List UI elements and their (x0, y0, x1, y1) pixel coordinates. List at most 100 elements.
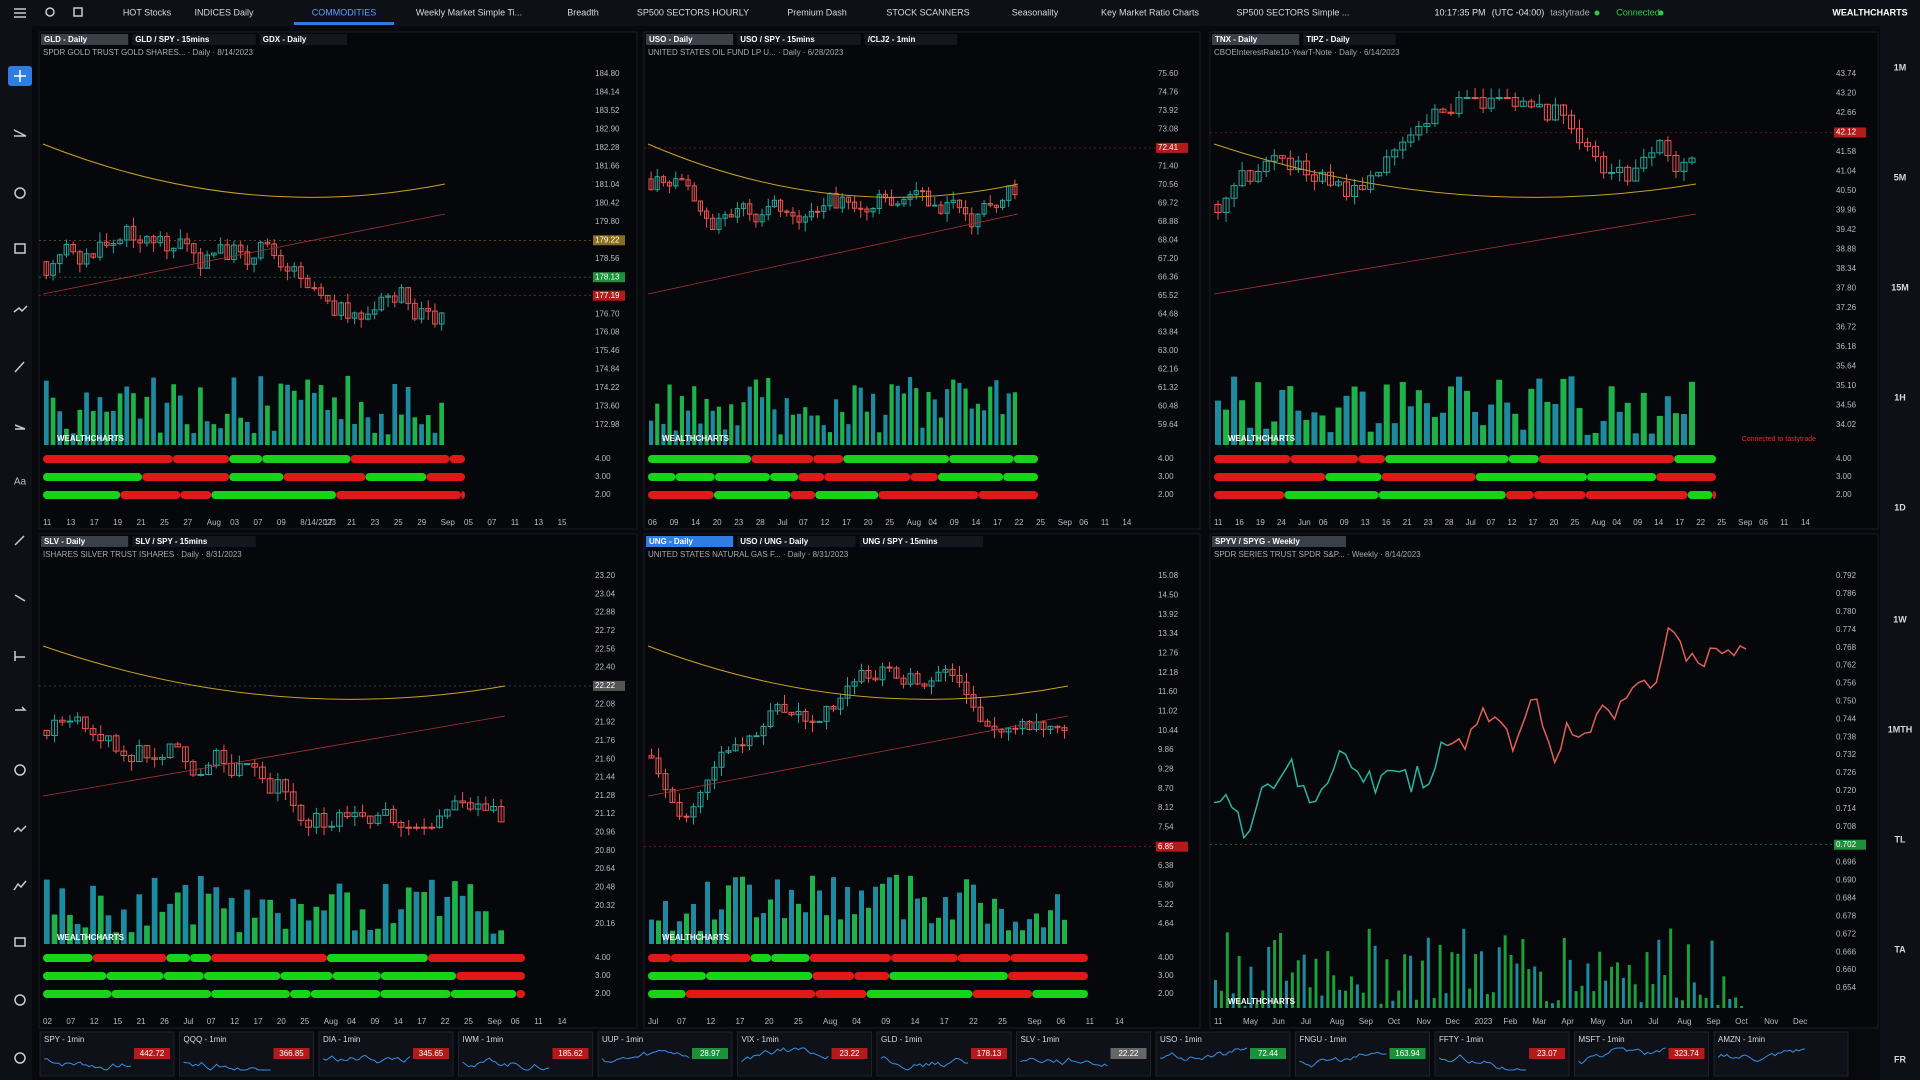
tab[interactable]: Weekly Market Simple Ti... (416, 7, 522, 17)
date-label: 17 (1528, 518, 1537, 527)
timeframe-button[interactable]: TL (1895, 834, 1906, 844)
indicator-segment (289, 990, 311, 998)
chart-tab[interactable]: SLV / SPY - 15mins (135, 537, 208, 546)
candle-body (747, 203, 753, 215)
volume-bar (328, 894, 335, 944)
target-icon[interactable] (14, 994, 26, 1006)
timeframe-button[interactable]: 1MTH (1888, 724, 1913, 734)
volume-bar (321, 910, 327, 944)
chart-tab[interactable]: TIPZ - Daily (1306, 35, 1350, 44)
chart-tab[interactable]: UNG - Daily (649, 537, 694, 546)
tab[interactable]: STOCK SCANNERS (886, 7, 969, 17)
watchlist-card[interactable] (1713, 1031, 1849, 1077)
chart-tab-bg[interactable] (737, 34, 861, 45)
calendar-icon[interactable] (14, 243, 26, 254)
date-label: 02 (43, 1017, 52, 1026)
chart-tab[interactable]: /CLJ2 - 1min (868, 35, 916, 44)
chart-tab[interactable]: UNG / SPY - 15mins (863, 537, 939, 546)
timeframe-button[interactable]: 1H (1894, 392, 1906, 402)
chart-tab-bg[interactable] (259, 34, 347, 45)
tab[interactable]: Key Market Ratio Charts (1101, 7, 1200, 17)
line-icon[interactable] (14, 361, 25, 373)
price-label: 69.72 (1158, 198, 1179, 207)
date-label: 2023 (1475, 1017, 1493, 1026)
timeframe-button[interactable]: 15M (1891, 282, 1909, 292)
date-label: Mar (1532, 1017, 1546, 1026)
moving-average (647, 213, 1019, 295)
candle-body (676, 801, 683, 817)
chart-tab-bg[interactable] (1303, 34, 1396, 45)
chart-tab-bg[interactable] (737, 536, 856, 547)
candle-body (781, 703, 788, 713)
ruler-icon[interactable] (14, 594, 26, 602)
chart-tab-bg[interactable] (859, 536, 984, 547)
chart-tab[interactable]: USO / UNG - Daily (740, 537, 809, 546)
volume-bar (1692, 982, 1696, 1008)
chart-tab-bg[interactable] (41, 536, 129, 547)
tab[interactable]: Premium Dash (787, 7, 847, 17)
chart-tab[interactable]: USO / SPY - 15mins (740, 35, 815, 44)
tab[interactable]: Breadth (567, 7, 599, 17)
timeframe-button[interactable]: TA (1894, 944, 1906, 954)
date-label: 13 (1361, 518, 1370, 527)
timeframe-button[interactable]: 1D (1894, 502, 1906, 512)
candle-body (830, 705, 837, 710)
settings-icon[interactable] (14, 1052, 26, 1064)
search-icon[interactable] (45, 7, 55, 17)
volume-bar (992, 898, 997, 944)
sparkline (462, 1057, 550, 1071)
tab[interactable]: HOT Stocks (123, 7, 172, 17)
text-tool[interactable]: Aa (14, 477, 27, 488)
chart-tab[interactable]: SPYV / SPYG - Weekly (1215, 537, 1300, 546)
date-label: Aug (1591, 518, 1605, 527)
layout-icon[interactable] (73, 7, 83, 17)
volume-bar (1656, 415, 1663, 445)
tab[interactable]: INDICES Daily (194, 7, 254, 17)
trend-icon[interactable] (13, 305, 28, 313)
date-label: 06 (1079, 518, 1088, 527)
chart-tab[interactable]: TNX - Daily (1215, 35, 1258, 44)
timeframe-button[interactable]: 5M (1894, 172, 1907, 182)
indicator-icon[interactable] (13, 825, 27, 833)
chart-tab-bg[interactable] (646, 536, 734, 547)
tool-icon[interactable] (13, 129, 27, 137)
volume-bar (117, 393, 123, 445)
chart-tab-bg[interactable] (646, 34, 734, 45)
timeframe-button[interactable]: 1W (1893, 614, 1907, 624)
chart-tab[interactable]: GLD / SPY - 15mins (135, 35, 210, 44)
menu-icon[interactable] (14, 8, 26, 18)
price-marker (1156, 142, 1188, 153)
strategy-icon[interactable] (13, 880, 27, 891)
chart-tab-bg[interactable] (41, 34, 129, 45)
candle-body (137, 239, 144, 244)
price-marker (1834, 839, 1866, 850)
timeframe-button[interactable]: FR (1894, 1054, 1906, 1064)
chart-tab-bg[interactable] (132, 536, 256, 547)
timeframe-button[interactable]: 1M (1894, 62, 1907, 72)
chart-tab[interactable]: USO - Daily (649, 35, 693, 44)
chart-tab[interactable]: GDX - Daily (263, 35, 307, 44)
tab[interactable]: SP500 SECTORS HOURLY (637, 7, 749, 17)
indicator-segment (1385, 455, 1509, 463)
chart-tab-bg[interactable] (864, 34, 958, 45)
chart-tab[interactable]: GLD - Daily (44, 35, 88, 44)
candle-body (1527, 100, 1535, 108)
copy-icon[interactable] (14, 937, 26, 947)
tab[interactable]: SP500 SECTORS Simple ... (1237, 7, 1350, 17)
candle-body (970, 694, 977, 708)
chart-tab-bg[interactable] (132, 34, 256, 45)
candle-body (870, 207, 876, 213)
candle-body (56, 254, 63, 265)
measure-icon[interactable] (14, 651, 25, 661)
brush-icon[interactable] (14, 535, 25, 546)
refresh-icon[interactable] (14, 764, 26, 776)
eraser-icon[interactable] (15, 706, 27, 711)
fib-icon[interactable] (14, 424, 26, 430)
clock-icon[interactable] (14, 187, 26, 199)
chart-tab-bg[interactable] (1212, 536, 1346, 547)
chart-tab-bg[interactable] (1212, 34, 1300, 45)
tab[interactable]: COMMODITIES (312, 7, 377, 17)
tab[interactable]: Seasonality (1012, 7, 1059, 17)
chart-tab[interactable]: SLV - Daily (44, 537, 86, 546)
indicator-segment (283, 473, 366, 481)
